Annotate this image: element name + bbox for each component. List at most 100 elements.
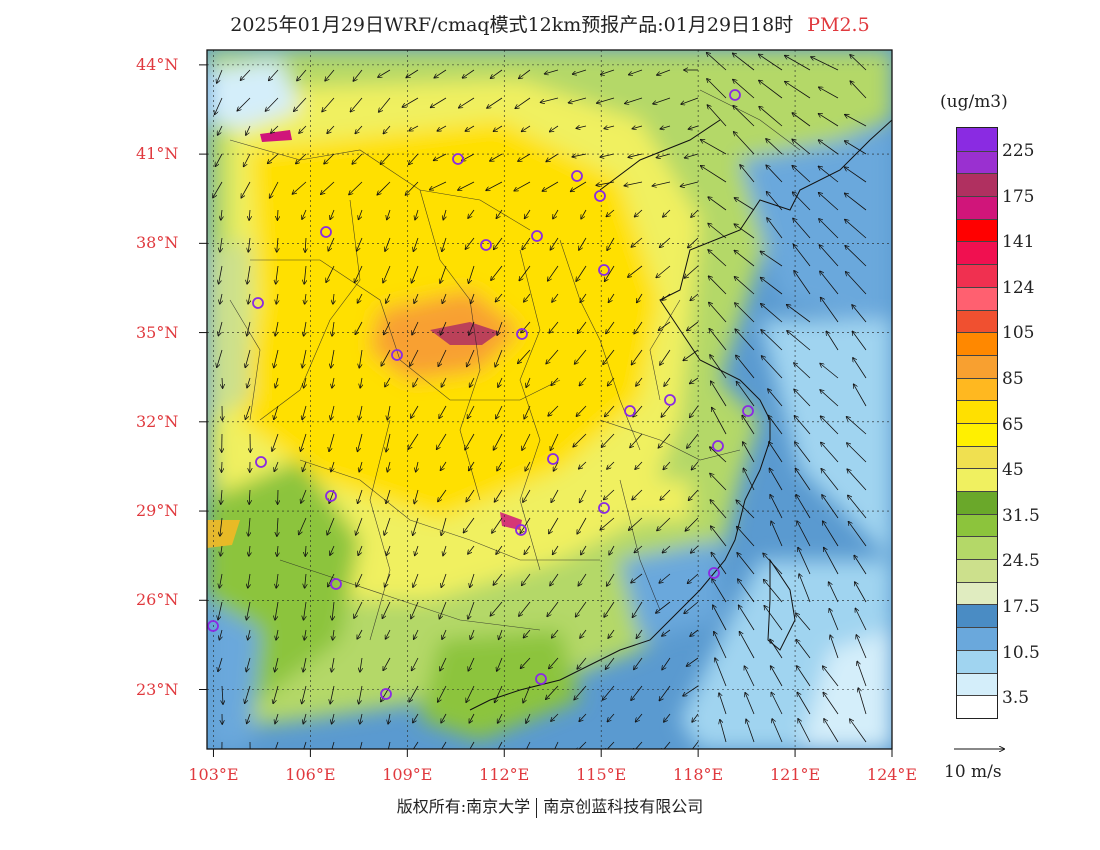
- wind-vector: [275, 601, 279, 620]
- wind-vector: [653, 97, 671, 104]
- wind-vector: [549, 321, 559, 333]
- wind-vector: [413, 377, 419, 387]
- wind-vector: [387, 461, 390, 472]
- wind-vector: [497, 461, 503, 471]
- wind-vector: [498, 377, 503, 387]
- wind-vector: [710, 500, 727, 519]
- wind-vector: [821, 298, 839, 323]
- legend-swatch: [957, 491, 997, 514]
- wind-vector: [466, 685, 475, 702]
- city-markers: [207, 89, 754, 700]
- wind-vector: [597, 97, 615, 103]
- wind-vector: [492, 517, 503, 533]
- legend-swatch: [957, 536, 997, 560]
- wind-vector: [440, 265, 447, 283]
- concentration-field: [207, 50, 892, 749]
- wind-vector: [737, 382, 755, 407]
- wind-vector: [759, 107, 783, 127]
- longitude-label: 115°E: [576, 765, 627, 784]
- wind-vector: [222, 685, 223, 704]
- wind-vector: [359, 405, 363, 420]
- wind-vector: [301, 433, 307, 451]
- wind-vector: [631, 237, 643, 247]
- wind-vector: [720, 720, 727, 743]
- wind-vector: [793, 218, 811, 239]
- wind-vector: [357, 237, 363, 251]
- wind-vector: [811, 57, 839, 71]
- wind-vector: [847, 469, 867, 491]
- wind-vector: [550, 237, 559, 250]
- wind-vector: [430, 181, 447, 190]
- color-legend: [956, 127, 998, 719]
- wind-vector: [711, 526, 727, 547]
- wind-vector: [276, 293, 278, 304]
- wind-vector: [769, 468, 783, 491]
- legend-label: 85: [1002, 369, 1024, 389]
- wind-vector: [761, 251, 783, 267]
- wind-vector: [305, 545, 306, 556]
- legend-swatch: [957, 128, 997, 151]
- wind-vector: [468, 601, 475, 619]
- wind-vector: [245, 349, 251, 367]
- wind-vector: [689, 489, 699, 500]
- wind-vector: [494, 433, 503, 450]
- legend-swatch: [957, 672, 997, 696]
- wind-vector: [299, 125, 307, 133]
- wind-reference-label: 10 m/s: [944, 762, 1002, 782]
- wind-vector: [402, 97, 419, 107]
- wind-vector: [734, 132, 755, 155]
- wind-vector: [333, 629, 334, 640]
- wind-vector: [628, 265, 643, 277]
- wind-vector: [829, 582, 839, 603]
- wind-vector: [794, 389, 811, 407]
- legend-label: 65: [1002, 414, 1024, 435]
- wind-vector: [458, 181, 475, 190]
- wind-vector: [388, 713, 390, 724]
- city-marker-icon: [571, 170, 583, 182]
- wind-vector: [710, 474, 727, 491]
- longitude-label: 106°E: [285, 765, 336, 784]
- wind-vector: [602, 433, 615, 447]
- wind-vector: [496, 293, 503, 302]
- wind-vector: [490, 153, 503, 161]
- wind-vector: [215, 153, 223, 166]
- wind-vector: [249, 489, 250, 504]
- wind-vector: [576, 601, 587, 617]
- wind-vector: [471, 293, 475, 303]
- wind-vector: [276, 573, 278, 588]
- wind-vector: [690, 405, 699, 417]
- wind-vector: [740, 632, 755, 659]
- wind-vector: [576, 405, 587, 416]
- wind-vector: [498, 713, 503, 723]
- wind-vector: [820, 271, 839, 295]
- wind-vector: [355, 321, 363, 334]
- legend-swatch: [957, 332, 997, 355]
- city-marker-icon: [535, 673, 547, 685]
- wind-vector: [222, 461, 223, 472]
- legend-swatch: [957, 309, 997, 333]
- wind-vector: [856, 635, 867, 659]
- wind-vector: [708, 197, 727, 211]
- wind-vector: [692, 461, 699, 470]
- wind-vector: [486, 181, 503, 190]
- city-marker-icon: [320, 226, 332, 238]
- wind-vector: [496, 209, 503, 218]
- wind-vector: [413, 517, 419, 535]
- wind-vector: [522, 237, 531, 250]
- wind-vector: [523, 489, 531, 502]
- wind-vector: [852, 305, 867, 323]
- legend-swatch: [957, 649, 997, 673]
- wind-vector: [302, 209, 307, 219]
- wind-vector: [384, 321, 391, 335]
- wind-vector: [581, 209, 587, 219]
- wind-vector: [443, 209, 446, 220]
- wind-vector: [437, 125, 447, 131]
- wind-vector: [714, 632, 727, 659]
- wind-vector: [829, 609, 839, 631]
- wind-vector: [852, 331, 867, 351]
- wind-vector: [634, 545, 643, 553]
- wind-vector: [819, 166, 839, 183]
- wind-vector: [785, 82, 811, 99]
- wind-vector: [577, 517, 587, 534]
- wind-vector: [409, 125, 419, 131]
